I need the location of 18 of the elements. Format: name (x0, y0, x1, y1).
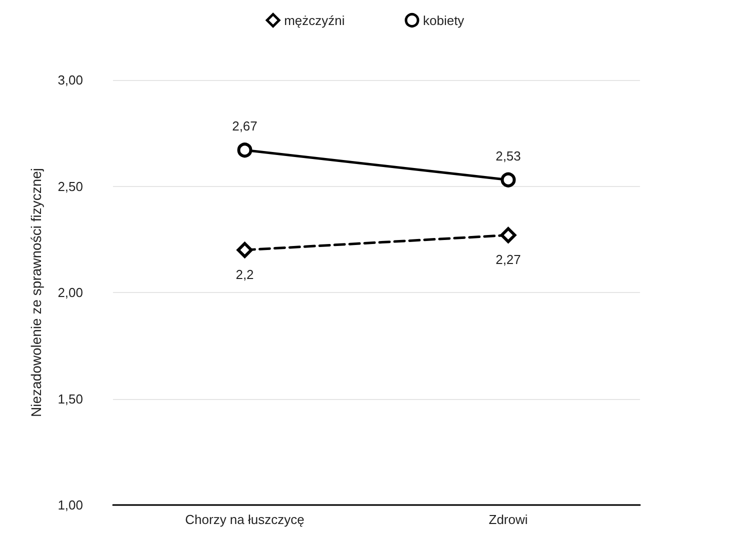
x-tick-label: Zdrowi (488, 512, 528, 527)
y-tick-label: 1,50 (58, 391, 83, 406)
y-tick-label: 2,50 (58, 178, 83, 194)
y-tick-label: 1,00 (58, 498, 83, 512)
point (500, 227, 516, 244)
data-label: 2,2 (236, 267, 254, 282)
point (237, 142, 252, 158)
y-axis-title: Niezadowolenie ze sprawności fizycznej (28, 168, 44, 418)
x-tick-label: Chorzy na łuszczycę (185, 512, 304, 527)
data-label: 2,27 (496, 252, 521, 268)
y-tick-label: 2,00 (58, 285, 83, 300)
legend-label: kobiety (422, 12, 465, 28)
point (500, 172, 516, 188)
data-label: 2,53 (496, 148, 521, 164)
point (236, 242, 253, 258)
legend-label: mężczyźni (284, 12, 345, 28)
data-label: 2,67 (232, 118, 258, 134)
y-tick-label: 3,00 (58, 72, 83, 88)
